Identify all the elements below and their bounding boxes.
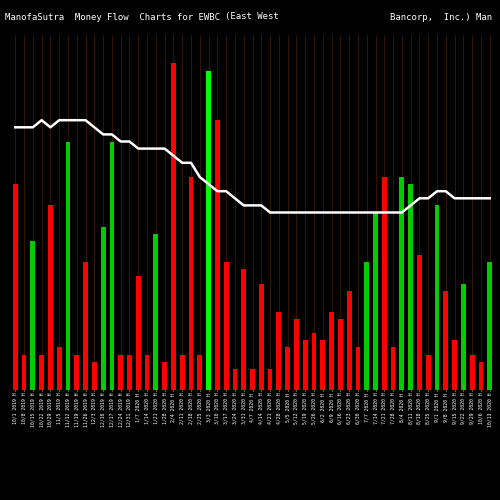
Bar (92, 362, 97, 390)
Bar (198, 354, 202, 390)
Bar (285, 348, 290, 390)
Bar (154, 234, 158, 390)
Bar (259, 284, 264, 390)
Bar (188, 177, 194, 390)
Bar (338, 319, 343, 390)
Bar (356, 348, 360, 390)
Bar (426, 354, 430, 390)
Bar (382, 177, 386, 390)
Bar (390, 348, 396, 390)
Bar (118, 354, 123, 390)
Bar (144, 354, 150, 390)
Text: Bancorp,  Inc.) Man: Bancorp, Inc.) Man (390, 12, 492, 22)
Bar (136, 276, 140, 390)
Bar (232, 368, 237, 390)
Bar (215, 120, 220, 390)
Bar (48, 206, 53, 390)
Bar (276, 312, 281, 390)
Bar (303, 340, 308, 390)
Text: (East West: (East West (225, 12, 279, 22)
Bar (478, 362, 484, 390)
Bar (180, 354, 184, 390)
Bar (206, 70, 211, 390)
Bar (444, 290, 448, 390)
Bar (242, 270, 246, 390)
Bar (294, 319, 299, 390)
Bar (268, 368, 272, 390)
Bar (162, 362, 167, 390)
Bar (312, 333, 316, 390)
Bar (373, 212, 378, 390)
Bar (30, 241, 36, 390)
Bar (320, 340, 325, 390)
Bar (22, 354, 26, 390)
Bar (171, 64, 176, 390)
Bar (13, 184, 18, 390)
Bar (100, 226, 105, 390)
Bar (110, 142, 114, 390)
Bar (400, 177, 404, 390)
Bar (364, 262, 369, 390)
Bar (127, 354, 132, 390)
Bar (417, 255, 422, 390)
Bar (250, 368, 255, 390)
Bar (470, 354, 474, 390)
Bar (224, 262, 228, 390)
Bar (488, 262, 492, 390)
Bar (452, 340, 457, 390)
Bar (461, 284, 466, 390)
Bar (57, 348, 62, 390)
Bar (434, 206, 440, 390)
Bar (66, 142, 70, 390)
Bar (408, 184, 413, 390)
Bar (39, 354, 44, 390)
Bar (346, 290, 352, 390)
Bar (74, 354, 79, 390)
Bar (329, 312, 334, 390)
Text: ManofaSutra  Money Flow  Charts for EWBC: ManofaSutra Money Flow Charts for EWBC (5, 12, 220, 22)
Bar (83, 262, 88, 390)
